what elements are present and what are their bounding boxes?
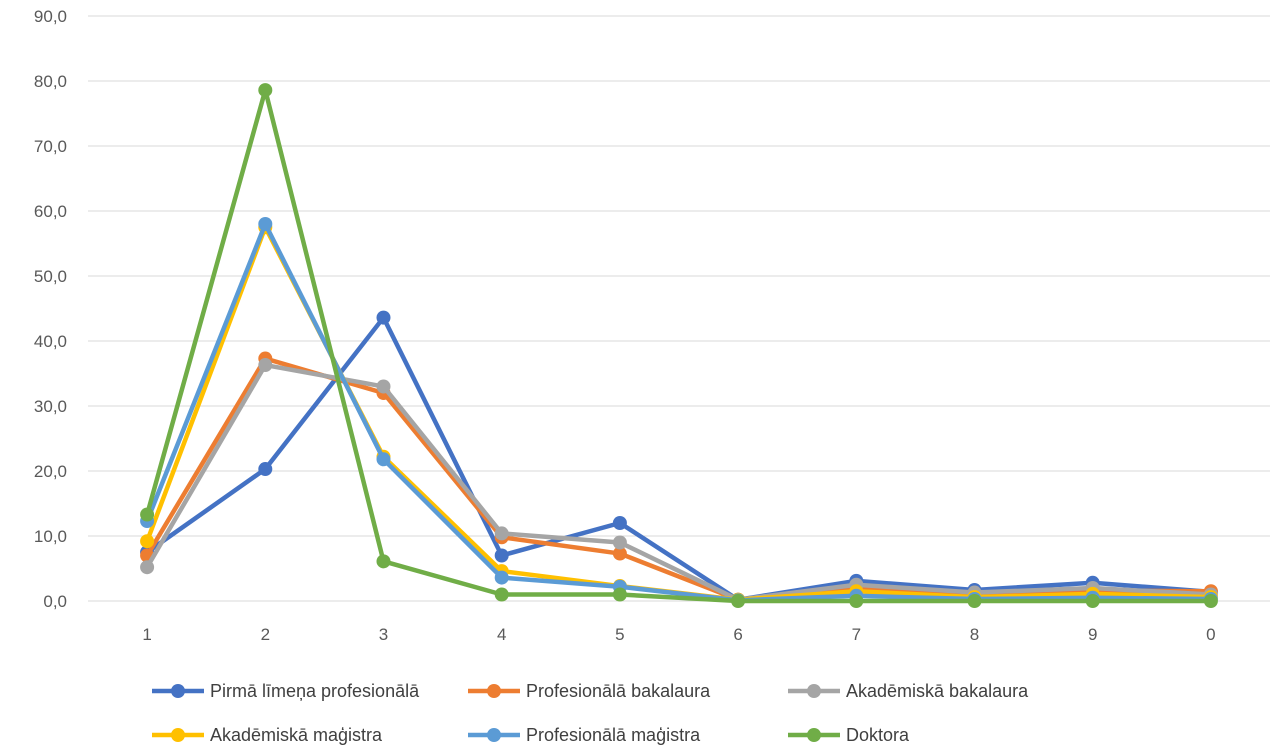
legend-swatch-marker [171,728,185,742]
data-point [140,507,155,522]
series-line [144,315,1214,602]
y-axis-ticks: 0,0 10,0 20,0 30,0 40,0 50,0 60,0 70,0 80,0 90,0 [34,7,67,611]
y-tick-label: 20,0 [34,462,67,481]
legend-item: Profesionālā maģistra [468,725,701,745]
legend-swatch-marker [487,728,501,742]
legend-swatch-marker [807,728,821,742]
data-point [967,594,982,608]
series-lines [140,83,1218,608]
legend-label: Profesionālā bakalaura [526,681,711,701]
x-tick-label: 9 [1088,625,1097,644]
y-tick-label: 0,0 [43,592,67,611]
y-tick-label: 50,0 [34,267,67,286]
y-tick-label: 90,0 [34,7,67,26]
x-axis-ticks: 1 2 3 4 5 6 7 8 9 0 [142,625,1215,644]
series-line [144,221,1214,603]
series-4 [140,220,1218,607]
data-point [376,554,391,569]
x-tick-label: 6 [733,625,742,644]
legend-item: Doktora [788,725,910,745]
x-tick-label: 5 [615,625,624,644]
x-tick-label: 4 [497,625,506,644]
data-point [612,516,627,530]
legend-item: Akadēmiskā bakalaura [788,681,1029,701]
series-line [144,362,1214,602]
legend-label: Akadēmiskā maģistra [210,725,383,745]
data-point [849,594,864,608]
x-tick-label: 2 [261,625,270,644]
data-point [376,452,391,467]
series-2 [140,351,1218,607]
y-tick-label: 70,0 [34,137,67,156]
y-tick-label: 80,0 [34,72,67,91]
series-line [144,87,1214,604]
data-point [1085,594,1100,608]
legend-item: Pirmā līmeņa profesionālā [152,681,420,701]
data-point [376,310,391,325]
y-tick-label: 30,0 [34,397,67,416]
series-6 [140,83,1218,608]
legend-item: Profesionālā bakalaura [468,681,711,701]
x-tick-label: 8 [970,625,979,644]
legend-item: Akadēmiskā maģistra [152,725,383,745]
data-point [140,534,155,549]
gridlines [88,15,1270,602]
legend-label: Profesionālā maģistra [526,725,701,745]
x-tick-label: 3 [379,625,388,644]
data-point [258,217,273,231]
data-point [258,358,273,373]
data-point [258,83,273,98]
data-point [1203,594,1218,608]
x-tick-label: 7 [852,625,861,644]
legend-label: Pirmā līmeņa profesionālā [210,681,420,701]
x-tick-label: 0 [1206,625,1215,644]
data-point [494,587,509,602]
x-tick-label: 1 [142,625,151,644]
y-tick-label: 40,0 [34,332,67,351]
series-3 [140,358,1218,607]
data-point [140,560,155,575]
legend-label: Doktora [846,725,910,745]
data-point [494,548,509,563]
data-point [612,546,627,561]
data-point [376,379,391,394]
legend-swatch-marker [487,684,501,698]
y-tick-label: 60,0 [34,202,67,221]
data-point [612,587,627,602]
data-point [258,462,273,477]
series-1 [140,310,1218,607]
data-point [731,594,746,608]
legend-swatch-marker [807,684,821,698]
y-tick-label: 10,0 [34,527,67,546]
data-point [494,526,509,541]
legend-swatch-marker [171,684,185,698]
legend: Pirmā līmeņa profesionālā Profesionālā ba… [152,681,1029,745]
data-point [494,570,509,585]
data-point [612,535,627,550]
legend-label: Akadēmiskā bakalaura [846,681,1029,701]
